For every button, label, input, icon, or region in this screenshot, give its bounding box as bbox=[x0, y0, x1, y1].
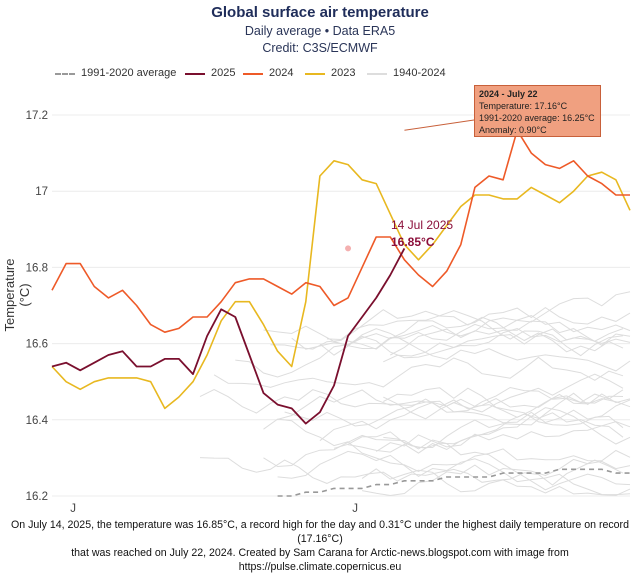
legend-swatch-2024 bbox=[243, 73, 263, 75]
legend-label-history: 1940-2024 bbox=[393, 67, 446, 79]
history-line bbox=[362, 458, 631, 497]
caption-line-2: that was reached on July 22, 2024. Creat… bbox=[71, 547, 569, 573]
series-line-average[interactable] bbox=[277, 468, 630, 497]
history-line bbox=[291, 306, 631, 350]
history-line bbox=[390, 320, 631, 356]
markers bbox=[344, 119, 475, 253]
history-line bbox=[319, 328, 631, 372]
axis-ticks: 16.2 16.4 16.6 16.8 17 17.2 J J bbox=[26, 110, 358, 515]
series-line-2024[interactable] bbox=[51, 129, 630, 334]
chart-title: Global surface air temperature bbox=[211, 4, 429, 21]
caption: On July 14, 2025, the temperature was 16… bbox=[0, 518, 640, 574]
history-line bbox=[333, 392, 631, 449]
chart-plot-area: 16.2 16.4 16.6 16.8 17 17.2 J J bbox=[26, 110, 631, 515]
history-line bbox=[361, 468, 631, 496]
caption-line-1: On July 14, 2025, the temperature was 16… bbox=[11, 519, 629, 545]
hover-tooltip: 2024 - July 22 Temperature: 17.16°C 1991… bbox=[474, 85, 601, 137]
legend-swatch-history bbox=[367, 73, 387, 75]
grid bbox=[52, 114, 630, 497]
x-tick-label: J bbox=[352, 503, 358, 515]
y-tick-label: 17 bbox=[35, 186, 48, 198]
tooltip-pointer bbox=[404, 119, 475, 131]
history-line bbox=[277, 389, 631, 424]
history-line bbox=[347, 407, 631, 454]
history-line bbox=[326, 310, 624, 357]
history-line bbox=[284, 389, 624, 427]
history-line bbox=[199, 457, 624, 486]
history-line bbox=[199, 386, 624, 414]
legend-label-2023: 2023 bbox=[331, 67, 356, 79]
history-line bbox=[213, 356, 624, 388]
history-line bbox=[347, 291, 631, 350]
annotation-value: 16.85°C bbox=[391, 235, 435, 249]
legend-label-average: 1991-2020 average bbox=[81, 67, 177, 79]
legend-swatch-2023 bbox=[305, 73, 325, 75]
annotation-date: 14 Jul 2025 bbox=[391, 218, 454, 232]
series-lines bbox=[51, 129, 631, 497]
tooltip-title: 2024 - July 22 bbox=[479, 89, 538, 99]
legend-label-2024: 2024 bbox=[269, 67, 294, 79]
tooltip-average: 1991-2020 average: 16.25°C bbox=[479, 113, 595, 123]
highlight-point-2025[interactable] bbox=[344, 244, 353, 253]
chart-credit: Credit: C3S/ECMWF bbox=[262, 41, 378, 55]
history-lines bbox=[199, 291, 631, 497]
legend-swatch-average bbox=[55, 73, 75, 75]
history-line bbox=[263, 314, 631, 350]
series-line-2023[interactable] bbox=[51, 160, 631, 410]
y-tick-label: 17.2 bbox=[26, 110, 48, 122]
y-tick-label: 16.6 bbox=[26, 339, 48, 351]
history-line bbox=[263, 418, 631, 472]
x-tick-label: J bbox=[70, 503, 76, 515]
y-tick-label: 16.8 bbox=[26, 262, 48, 274]
chart-subtitle: Daily average • Data ERA5 bbox=[244, 24, 396, 38]
y-tick-label: 16.4 bbox=[26, 415, 49, 427]
series-line-2025[interactable] bbox=[51, 247, 406, 425]
history-line bbox=[277, 450, 631, 496]
history-line bbox=[235, 327, 631, 378]
tooltip-anomaly: Anomaly: 0.90°C bbox=[479, 125, 547, 135]
tooltip-temperature: Temperature: 17.16°C bbox=[479, 101, 568, 111]
y-tick-label: 16.2 bbox=[26, 491, 48, 503]
legend-swatch-2025 bbox=[185, 73, 205, 75]
legend-label-2025: 2025 bbox=[211, 67, 236, 79]
history-line bbox=[383, 373, 624, 420]
history-line bbox=[270, 309, 624, 353]
history-line bbox=[375, 421, 631, 452]
